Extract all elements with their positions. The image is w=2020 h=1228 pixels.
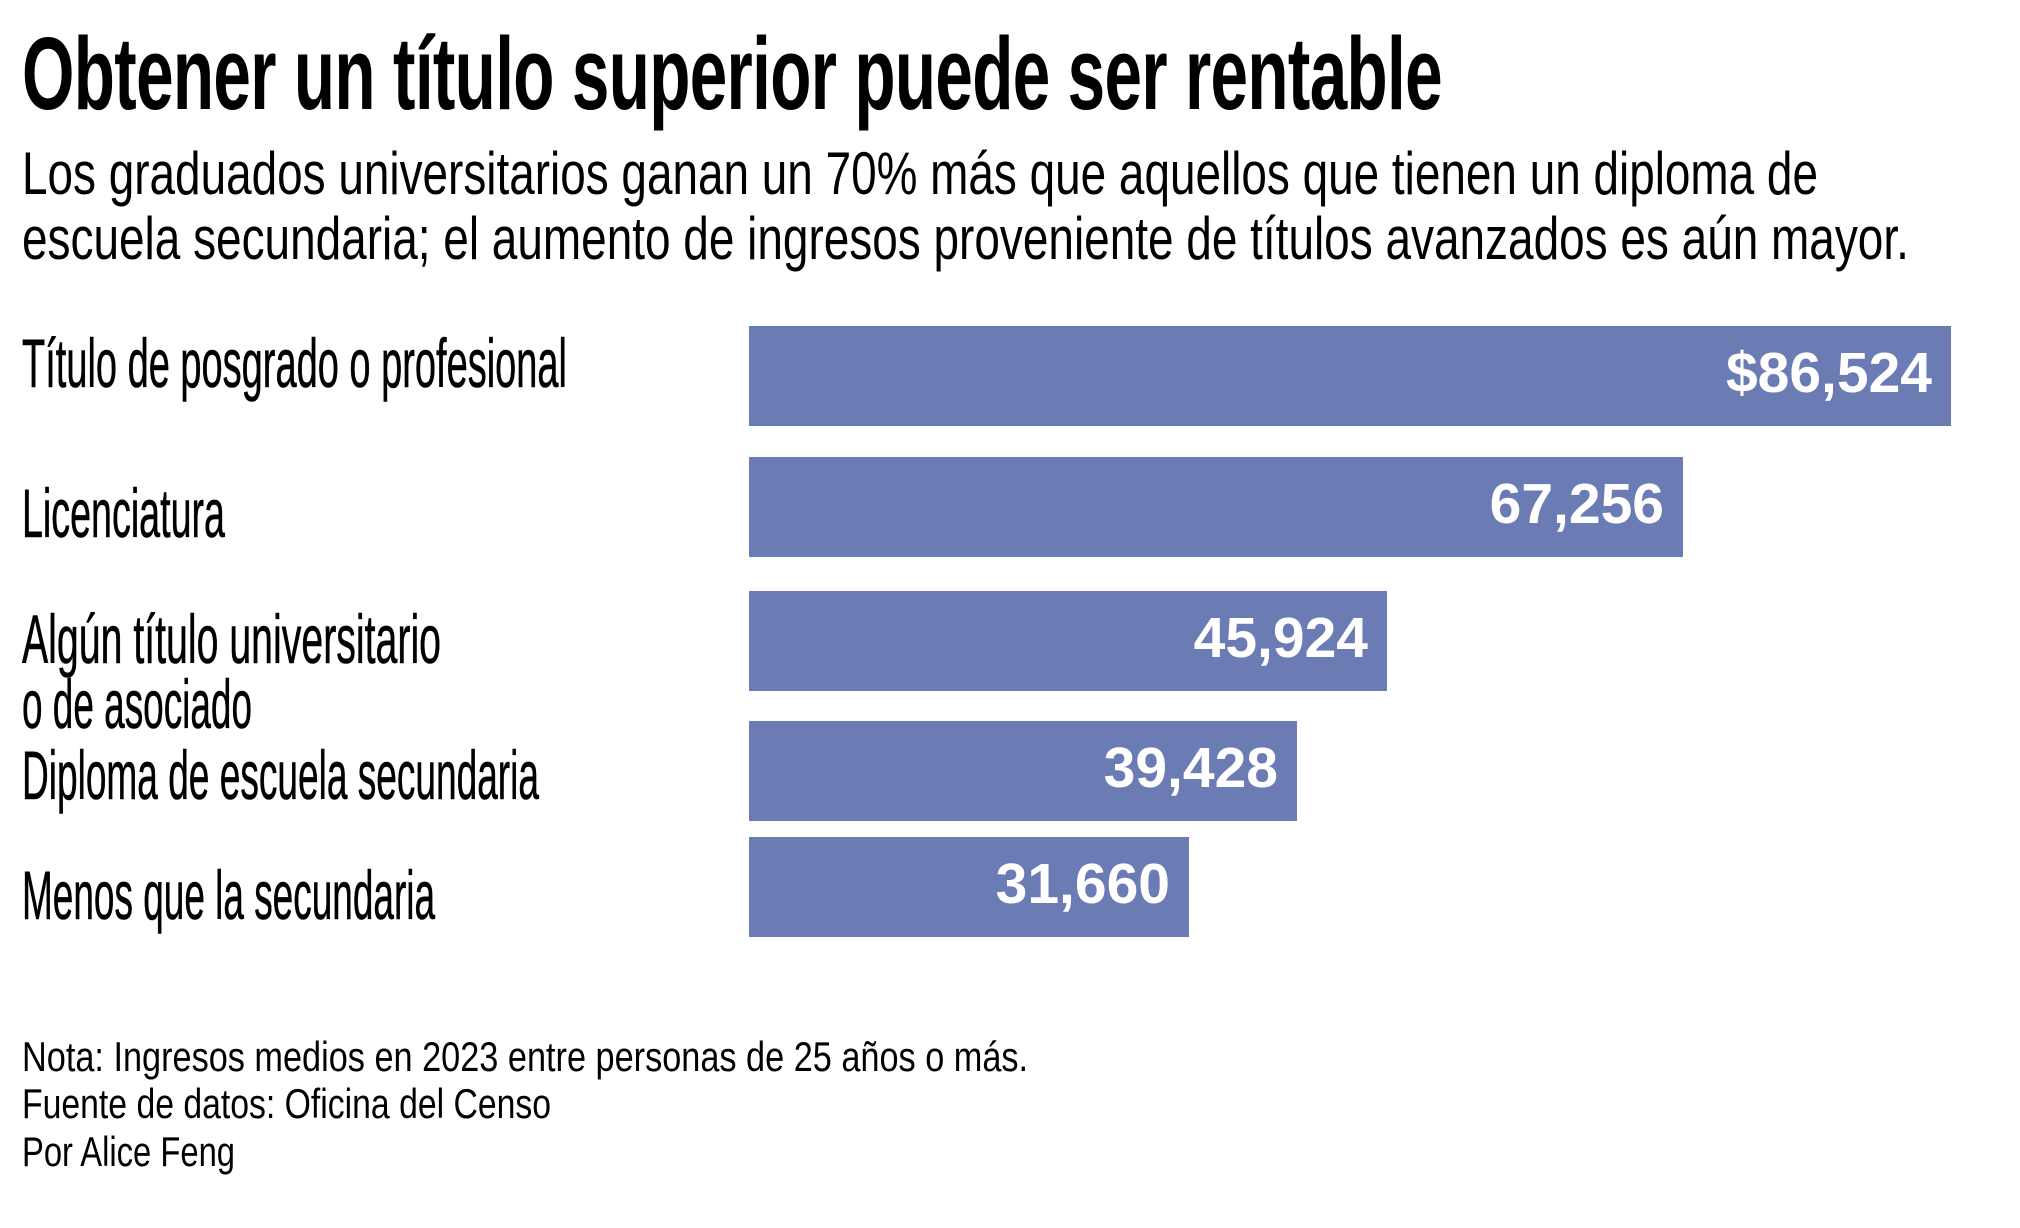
category-label: Menos que la secundaria (22, 857, 436, 934)
bar-value-label: 67,256 (1489, 472, 1664, 536)
bar-value-label: 45,924 (1193, 606, 1368, 670)
bar (749, 457, 1683, 557)
bar-value-label: $86,524 (1725, 341, 1932, 405)
chart-subtitle-line-2: escuela secundaria; el aumento de ingres… (22, 205, 1909, 272)
bar (749, 721, 1297, 821)
category-label: Licenciatura (22, 475, 225, 552)
category-label: Diploma de escuela secundaria (22, 737, 539, 814)
chart-title: Obtener un título superior puede ser ren… (22, 16, 1443, 131)
category-label: Título de posgrado o profesional (22, 325, 568, 402)
chart-subtitle-line-1: Los graduados universitarios ganan un 70… (22, 140, 1818, 207)
data-source: Fuente de datos: Oficina del Censo (22, 1080, 552, 1127)
category-label-continued: o de asociado (22, 666, 253, 743)
bar-value-label: 39,428 (1103, 736, 1278, 800)
category-label: Algún título universitario (22, 601, 442, 678)
bar-value-label: 31,660 (995, 852, 1170, 916)
byline: Por Alice Feng (22, 1128, 236, 1175)
footnote: Nota: Ingresos medios en 2023 entre pers… (22, 1033, 1029, 1080)
bar (749, 326, 1951, 426)
bar (749, 591, 1387, 691)
bar (749, 837, 1189, 937)
